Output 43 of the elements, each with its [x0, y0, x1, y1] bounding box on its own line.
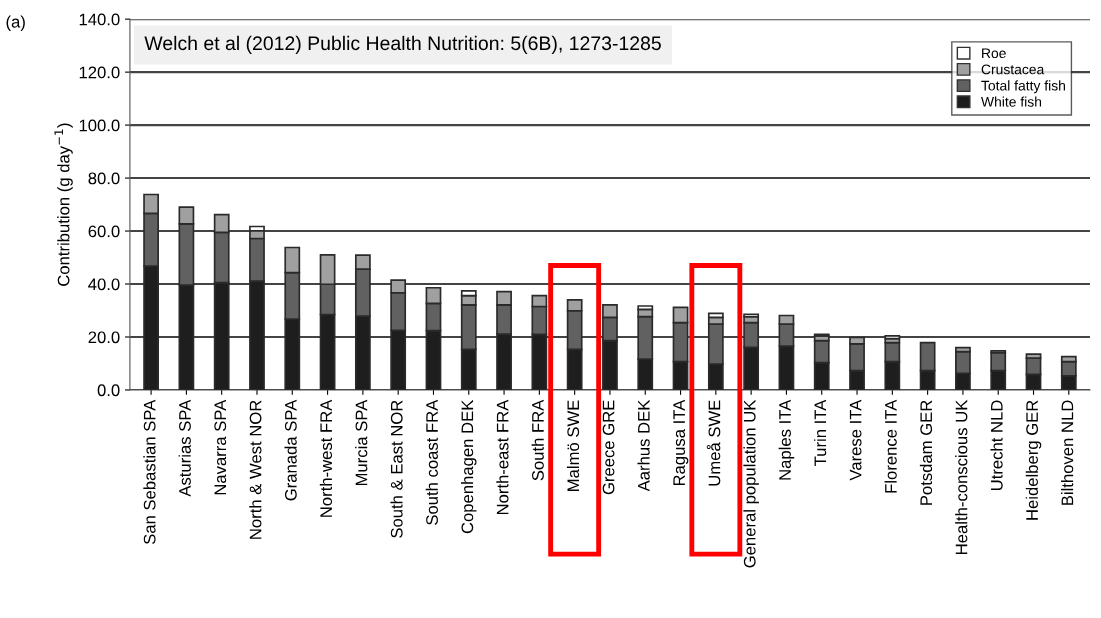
- x-tick-label: Naples ITA: [778, 399, 795, 480]
- legend-label: Crustacea: [981, 64, 1045, 75]
- y-tick-label: 60.0: [88, 225, 120, 238]
- text: (a): [6, 15, 25, 31]
- x-tick-label: Murcia SPA: [355, 399, 368, 486]
- x-tick-label: San Sebastian SPA: [143, 399, 156, 545]
- legend-label: Roe: [982, 48, 1006, 59]
- y-tick-label: 20.0: [88, 331, 120, 344]
- x-tick-label: North-west FRA: [319, 399, 333, 517]
- x-tick-label: Florence ITA: [884, 399, 897, 493]
- y-tick-label: 40.0: [88, 278, 120, 291]
- x-tick-label: Navarra SPA: [214, 399, 227, 495]
- y-tick-label: 100.0: [79, 119, 120, 132]
- y-axis-title: Contribution (g day$^{−1}$): [54, 123, 73, 286]
- x-tick-label: Asturias SPA: [178, 399, 191, 497]
- x-tick-label: Bilthoven NLD: [1061, 400, 1074, 505]
- x-tick-label: North & West NOR: [249, 400, 262, 539]
- x-tick-label: South FRA: [531, 399, 544, 481]
- legend-label: White fish: [981, 96, 1042, 107]
- x-tick-label: Copenhagen DEK: [461, 399, 477, 534]
- x-tick-label: Ragusa ITA: [673, 399, 689, 486]
- x-tick-label: Varese ITA: [849, 399, 862, 481]
- x-tick-label: South coast FRA: [425, 399, 438, 525]
- x-tick-label: Umeå SWE: [706, 400, 721, 486]
- x-tick-label: Utrecht NLD: [990, 400, 1003, 491]
- x-tick-label: General population UK: [743, 399, 759, 568]
- y-tick-label: 120.0: [79, 66, 120, 79]
- y-tick-label: 0.0: [97, 384, 120, 397]
- x-tick-label: Health-conscious UK: [955, 399, 968, 554]
- y-tick-label: 140.0: [79, 13, 120, 26]
- x-tick-label: Heidelberg GER: [1025, 400, 1042, 520]
- annotation: Welch et al (2012) Public Health Nutrition: 5(6B), 1273-1285: [144, 35, 661, 54]
- x-tick-label: Greece GRE: [602, 400, 615, 495]
- x-tick-label: Potsdam GER: [919, 400, 933, 505]
- x-tick-label: Aarhus DEK: [637, 399, 650, 492]
- x-tick-label: South & East NOR: [390, 400, 403, 538]
- x-tick-label: Granada SPA: [284, 399, 297, 501]
- bar: [884, 335, 901, 340]
- x-tick-label: Turin ITA: [813, 399, 827, 466]
- x-tick-label: Malmö SWE: [566, 400, 580, 491]
- legend-label: Total fatty fish: [981, 80, 1065, 94]
- y-tick-label: 80.0: [88, 172, 120, 185]
- x-tick-label: North-east FRA: [496, 399, 509, 515]
